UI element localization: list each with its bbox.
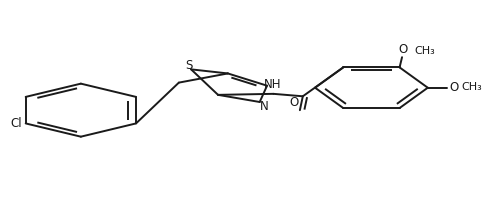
Text: CH₃: CH₃ bbox=[461, 82, 482, 92]
Text: S: S bbox=[185, 59, 193, 72]
Text: O: O bbox=[449, 81, 459, 94]
Text: NH: NH bbox=[264, 78, 281, 91]
Text: Cl: Cl bbox=[10, 117, 22, 130]
Text: O: O bbox=[398, 43, 408, 55]
Text: N: N bbox=[260, 100, 269, 113]
Text: O: O bbox=[289, 96, 298, 109]
Text: CH₃: CH₃ bbox=[415, 45, 435, 55]
